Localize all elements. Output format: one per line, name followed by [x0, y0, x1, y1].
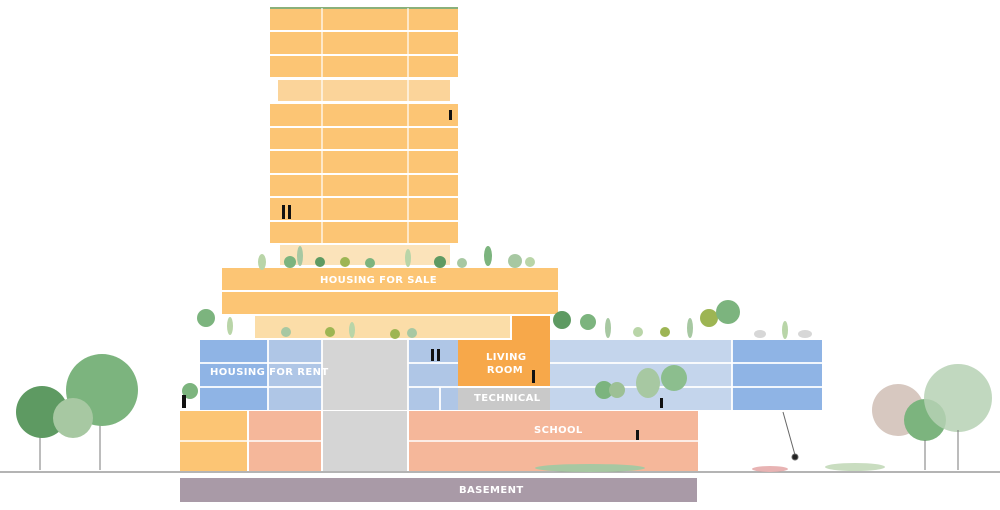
technical-block: [458, 387, 550, 410]
technical-label: TECHNICAL: [474, 393, 541, 404]
basement-block: [180, 478, 697, 502]
swing: [782, 411, 799, 461]
living-room-label: LIVING ROOM: [486, 352, 527, 376]
people: [182, 110, 663, 440]
rent-core: [322, 340, 408, 410]
right-trees: [825, 364, 992, 471]
terrace-plants: [258, 246, 535, 270]
basement-label: BASEMENT: [459, 485, 524, 496]
courtyard-trees: [595, 365, 687, 399]
housing-for-rent-label: HOUSING FOR RENT: [210, 367, 329, 378]
housing-for-sale-label: HOUSING FOR SALE: [320, 275, 438, 286]
podium-plants: [197, 300, 812, 339]
tower: [270, 8, 458, 265]
left-trees: [16, 354, 198, 470]
ground-floor-core: [322, 411, 408, 471]
school-label: SCHOOL: [534, 425, 583, 436]
